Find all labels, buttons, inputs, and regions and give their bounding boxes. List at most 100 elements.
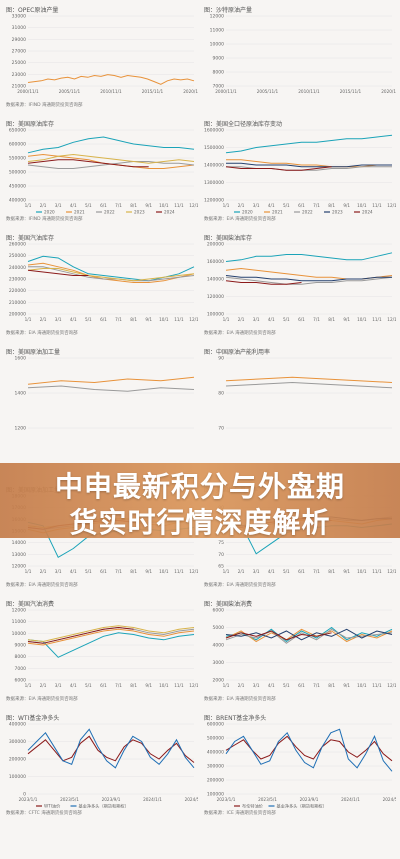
y-tick-label: 230000	[9, 277, 26, 283]
x-tick-label: 10/1	[159, 317, 169, 322]
y-tick-label: 500000	[207, 736, 224, 742]
x-tick-label: 11/1	[174, 203, 184, 208]
y-tick-label: 9000	[213, 56, 225, 62]
series-line	[225, 280, 302, 285]
x-tick-label: 5/1	[85, 683, 92, 688]
series-line	[225, 275, 392, 282]
chart-panel: 图：美国原油库存 650000 600000 550000 500000 450000 40…	[4, 118, 198, 223]
x-tick-label: 9/1	[145, 203, 152, 208]
y-tick-label: 1400000	[204, 163, 224, 169]
y-tick-label: 2000	[213, 678, 225, 684]
x-tick-label: 7/1	[115, 683, 122, 688]
y-tick-label: 100000	[207, 792, 224, 798]
x-tick-label: 11/1	[372, 569, 382, 574]
y-tick-label: 1600	[15, 356, 27, 362]
series-line	[27, 153, 195, 169]
x-tick-label: 1/1	[223, 317, 230, 322]
x-tick-label: 2023/1/1	[217, 797, 236, 802]
y-tick-label: 1400	[15, 391, 27, 397]
y-tick-label: 200000	[9, 312, 26, 318]
x-tick-label: 4/1	[70, 317, 77, 322]
x-tick-label: 6/1	[298, 203, 305, 208]
x-tick-label: 3/1	[253, 569, 260, 574]
x-tick-label: 1/1	[25, 683, 32, 688]
series-line	[225, 381, 393, 389]
y-tick-label: 400000	[9, 722, 26, 728]
x-tick-label: 8/1	[328, 317, 335, 322]
x-tick-label: 4/1	[268, 683, 275, 688]
x-tick-label: 5/1	[283, 569, 290, 574]
x-tick-label: 2/1	[40, 203, 47, 208]
x-tick-label: 2024/5/1	[185, 797, 198, 802]
series-line	[225, 252, 393, 262]
y-tick-label: 3000	[213, 660, 225, 666]
y-tick-label: 10000	[12, 631, 26, 637]
y-tick-label: 8000	[15, 654, 27, 660]
y-tick-label: 220000	[9, 288, 26, 294]
y-tick-label: 400000	[207, 750, 224, 756]
y-tick-label: 450000	[9, 184, 26, 190]
chart-title: 图：美国原油库存	[6, 121, 55, 128]
x-tick-label: 2023/5/1	[258, 797, 277, 802]
title-banner	[0, 463, 400, 538]
y-tick-label: 70	[218, 426, 224, 432]
legend-label: 布伦特油价	[242, 803, 264, 809]
series-line	[225, 276, 393, 285]
legend-label: 2024	[362, 210, 373, 215]
y-tick-label: 25000	[12, 60, 26, 66]
x-tick-label: 2023/9/1	[300, 797, 319, 802]
series-line	[27, 159, 149, 168]
legend-label: 2022	[302, 210, 313, 215]
chart-title: 图：美国柴油库存	[204, 235, 253, 242]
x-tick-label: 9/1	[343, 317, 350, 322]
y-tick-label: 500000	[9, 170, 26, 176]
series-line	[27, 262, 195, 283]
chart-title: 图：美国柴油消费	[204, 601, 253, 608]
legend-label: WTI油价	[44, 803, 61, 809]
legend-label: 2023	[332, 210, 343, 215]
chart-title: 图：美国汽油消费	[6, 601, 55, 608]
x-tick-label: 2/1	[238, 317, 245, 322]
x-tick-label: 2000/11/1	[17, 89, 39, 94]
x-tick-label: 2010/11/1	[298, 89, 320, 94]
line-chart: 1600 1400 1200	[15, 356, 195, 432]
x-tick-label: 2/1	[238, 569, 245, 574]
x-tick-label: 9/1	[145, 317, 152, 322]
x-tick-label: 12/1	[189, 569, 198, 574]
series-line	[225, 728, 393, 772]
series-line	[27, 376, 195, 385]
x-tick-label: 6/1	[100, 683, 107, 688]
chart-panel: 图：沙特原油产量 12000 11000 10000 9000 8000 7000 2000/…	[202, 4, 396, 109]
x-tick-label: 11/1	[372, 203, 382, 208]
x-tick-label: 12/1	[189, 683, 198, 688]
x-tick-label: 11/1	[372, 683, 382, 688]
x-tick-label: 4/1	[70, 683, 77, 688]
y-tick-label: 1500000	[204, 145, 224, 151]
series-line	[226, 162, 392, 168]
y-tick-label: 33000	[12, 14, 26, 20]
x-tick-label: 7/1	[313, 203, 320, 208]
x-tick-label: 2/1	[40, 317, 47, 322]
y-tick-label: 550000	[9, 156, 26, 162]
chart-source: 数据来源：ICE 海通期货投资咨询部	[204, 811, 276, 816]
y-tick-label: 11000	[12, 619, 26, 625]
x-tick-label: 12/1	[387, 317, 396, 322]
y-tick-label: 140000	[207, 277, 224, 283]
x-tick-label: 4/1	[70, 569, 77, 574]
x-tick-label: 9/1	[343, 569, 350, 574]
x-tick-label: 8/1	[130, 317, 137, 322]
series-line	[226, 159, 392, 168]
legend-label: 2022	[104, 210, 115, 215]
y-tick-label: 5000	[213, 625, 225, 631]
x-tick-label: 5/1	[85, 317, 92, 322]
x-tick-label: 10/1	[357, 569, 367, 574]
chart-title: 图：BRENT基金净多头	[204, 715, 267, 722]
x-tick-label: 5/1	[85, 569, 92, 574]
x-tick-label: 2024/1/1	[341, 797, 360, 802]
y-tick-label: 260000	[9, 242, 26, 248]
y-tick-label: 10000	[210, 42, 224, 48]
